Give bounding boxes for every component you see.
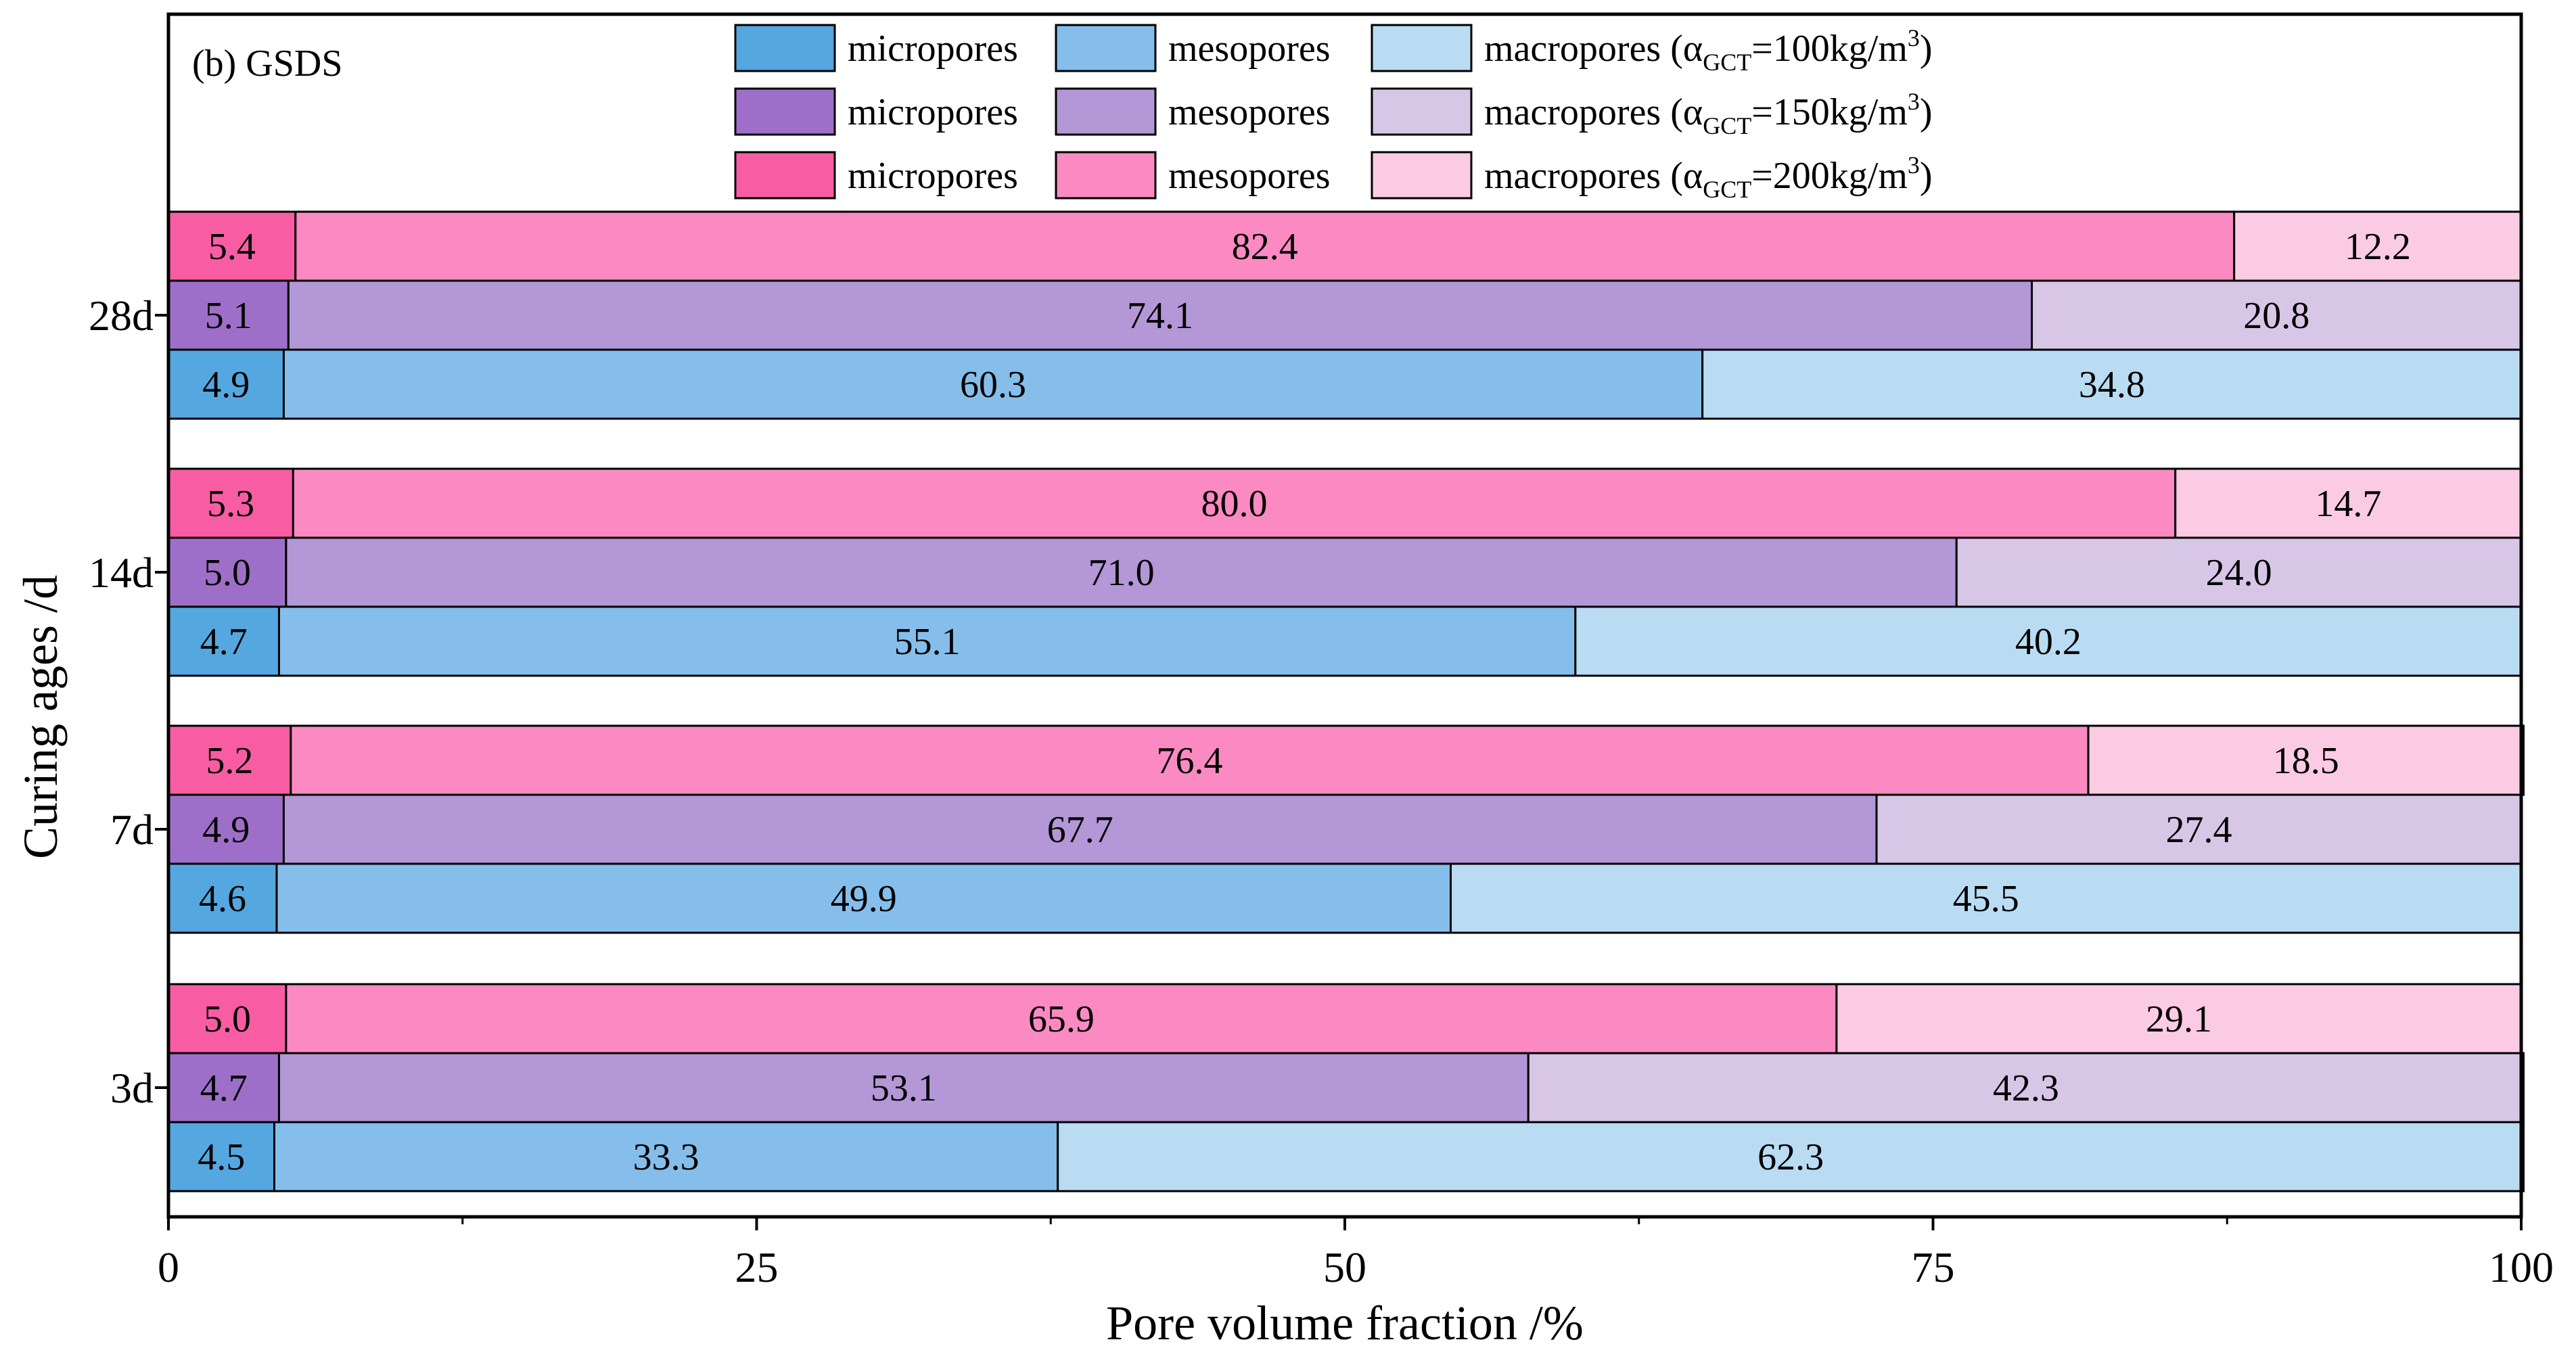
data-label-14d-150-macropores: 24.0	[2206, 552, 2272, 594]
data-label-3d-100-macropores: 62.3	[1757, 1136, 1824, 1178]
data-label-14d-100-micropores: 4.7	[200, 621, 248, 663]
data-label-14d-200-micropores: 5.3	[207, 483, 254, 525]
data-label-3d-100-micropores: 4.5	[198, 1136, 245, 1178]
x-axis-title: Pore volume fraction /%	[1106, 1296, 1584, 1350]
bar-segment-7d-100-micropores	[167, 862, 278, 934]
panel-label: (b) GSDS	[192, 43, 342, 85]
data-label-3d-200-mesopores: 65.9	[1028, 998, 1095, 1040]
y-tick-label-14d: 14d	[89, 549, 154, 597]
legend-swatch-150-micropores	[734, 87, 836, 136]
bar-segment-7d-150-mesopores	[282, 793, 1878, 865]
bar-segment-14d-100-mesopores	[277, 605, 1577, 677]
x-tick-label-0: 0	[158, 1243, 179, 1291]
legend-swatch-100-micropores	[734, 24, 836, 72]
legend-label-200-mesopores: mesopores	[1168, 155, 1331, 197]
bar-segment-14d-150-mesopores	[285, 536, 1958, 608]
legend-label-100-macropores: macropores (αGCT=100kg/m3)	[1484, 24, 1933, 76]
data-label-14d-100-macropores: 40.2	[2015, 621, 2082, 663]
bar-segment-7d-150-micropores	[167, 793, 285, 865]
data-label-7d-150-mesopores: 67.7	[1047, 809, 1113, 851]
data-label-14d-100-mesopores: 55.1	[894, 621, 961, 663]
y-tick-label-28d: 28d	[89, 292, 154, 340]
legend-swatch-100-macropores	[1371, 24, 1473, 72]
data-label-28d-100-micropores: 4.9	[202, 364, 250, 406]
y-tick-label-7d: 7d	[110, 806, 154, 854]
bar-segment-7d-200-macropores	[2087, 724, 2525, 796]
data-label-28d-100-mesopores: 60.3	[960, 364, 1026, 406]
data-label-14d-150-mesopores: 71.0	[1088, 552, 1155, 594]
bar-segment-14d-100-macropores	[1574, 605, 2523, 677]
bars-layer: 5.4 82.4 12.2 5.1 74.1 20.8 4.9 60.3 34.8 5.3 80.0…	[167, 210, 2525, 1192]
bar-segment-3d-100-mesopores	[273, 1121, 1059, 1192]
x-tick-label-75: 75	[1912, 1243, 1955, 1291]
data-label-28d-150-micropores: 5.1	[205, 295, 252, 337]
data-label-14d-150-micropores: 5.0	[204, 552, 251, 594]
bar-segment-28d-200-micropores	[167, 210, 297, 282]
bar-segment-3d-150-micropores	[167, 1052, 280, 1123]
legend-label-150-mesopores: mesopores	[1168, 91, 1331, 133]
bar-segment-7d-200-micropores	[167, 724, 292, 796]
x-tick-label-25: 25	[735, 1243, 779, 1291]
bar-segment-28d-100-mesopores	[282, 348, 1704, 420]
data-label-7d-150-macropores: 27.4	[2166, 809, 2232, 851]
legend-swatch-150-mesopores	[1055, 87, 1157, 136]
legend-label-150-macropores: macropores (αGCT=150kg/m3)	[1484, 88, 1933, 139]
data-label-7d-200-micropores: 5.2	[206, 740, 253, 782]
legend-label-150-micropores: micropores	[848, 91, 1018, 133]
data-label-3d-200-macropores: 29.1	[2146, 998, 2212, 1040]
data-label-3d-150-micropores: 4.7	[200, 1067, 248, 1109]
axes: 0 25 50 75 100 28d 14d 7d 3d	[89, 292, 2554, 1291]
data-label-28d-150-macropores: 20.8	[2243, 295, 2309, 337]
y-tick-label-3d: 3d	[110, 1064, 154, 1112]
data-label-14d-200-mesopores: 80.0	[1201, 483, 1268, 525]
bar-segment-28d-100-macropores	[1701, 348, 2523, 420]
data-label-7d-100-mesopores: 49.9	[831, 878, 897, 920]
data-label-28d-150-mesopores: 74.1	[1127, 295, 1193, 337]
y-axis-title: Curing ages /d	[14, 575, 68, 859]
bar-segment-28d-200-macropores	[2233, 210, 2523, 282]
data-label-3d-150-macropores: 42.3	[1993, 1067, 2059, 1109]
data-label-7d-200-mesopores: 76.4	[1156, 740, 1222, 782]
legend-swatch-100-mesopores	[1055, 24, 1157, 72]
legend-label-100-micropores: micropores	[848, 28, 1018, 70]
legend-swatch-200-macropores	[1371, 151, 1473, 200]
data-label-14d-200-macropores: 14.7	[2315, 483, 2381, 525]
legend-swatch-200-mesopores	[1055, 151, 1157, 200]
legend-label-100-mesopores: mesopores	[1168, 28, 1331, 70]
bar-segment-14d-200-macropores	[2174, 467, 2523, 539]
legend-swatch-150-macropores	[1371, 87, 1473, 136]
data-label-3d-200-micropores: 5.0	[204, 998, 251, 1040]
data-label-28d-100-macropores: 34.8	[2079, 364, 2145, 406]
bar-segment-28d-100-micropores	[167, 348, 285, 420]
legend-label-200-macropores: macropores (αGCT=200kg/m3)	[1484, 152, 1933, 203]
data-label-7d-150-micropores: 4.9	[202, 809, 250, 851]
bar-segment-7d-100-macropores	[1450, 862, 2523, 934]
x-tick-label-50: 50	[1323, 1243, 1366, 1291]
data-label-3d-150-mesopores: 53.1	[871, 1067, 937, 1109]
data-label-7d-100-macropores: 45.5	[1953, 878, 2019, 920]
bar-segment-7d-200-mesopores	[290, 724, 2090, 796]
data-label-7d-200-macropores: 18.5	[2273, 740, 2339, 782]
data-label-28d-200-micropores: 5.4	[208, 226, 256, 268]
bar-segment-28d-200-mesopores	[294, 210, 2236, 282]
bar-segment-28d-150-macropores	[2031, 279, 2523, 351]
bar-segment-3d-100-macropores	[1057, 1121, 2525, 1192]
legend-label-200-micropores: micropores	[848, 155, 1018, 197]
bar-segment-14d-200-micropores	[167, 467, 294, 539]
data-label-28d-200-mesopores: 82.4	[1232, 226, 1298, 268]
x-tick-label-100: 100	[2489, 1243, 2554, 1291]
legend: micropores mesopores macropores (αGCT=100k…	[734, 24, 1933, 203]
legend-swatch-200-micropores	[734, 151, 836, 200]
bar-segment-3d-100-micropores	[167, 1121, 276, 1192]
bar-segment-3d-150-macropores	[1527, 1052, 2525, 1123]
data-label-3d-100-mesopores: 33.3	[633, 1136, 699, 1178]
bar-segment-3d-200-micropores	[167, 983, 288, 1055]
data-label-28d-200-macropores: 12.2	[2345, 226, 2411, 268]
data-label-7d-100-micropores: 4.6	[199, 878, 246, 920]
bar-segment-3d-200-mesopores	[285, 983, 1838, 1055]
